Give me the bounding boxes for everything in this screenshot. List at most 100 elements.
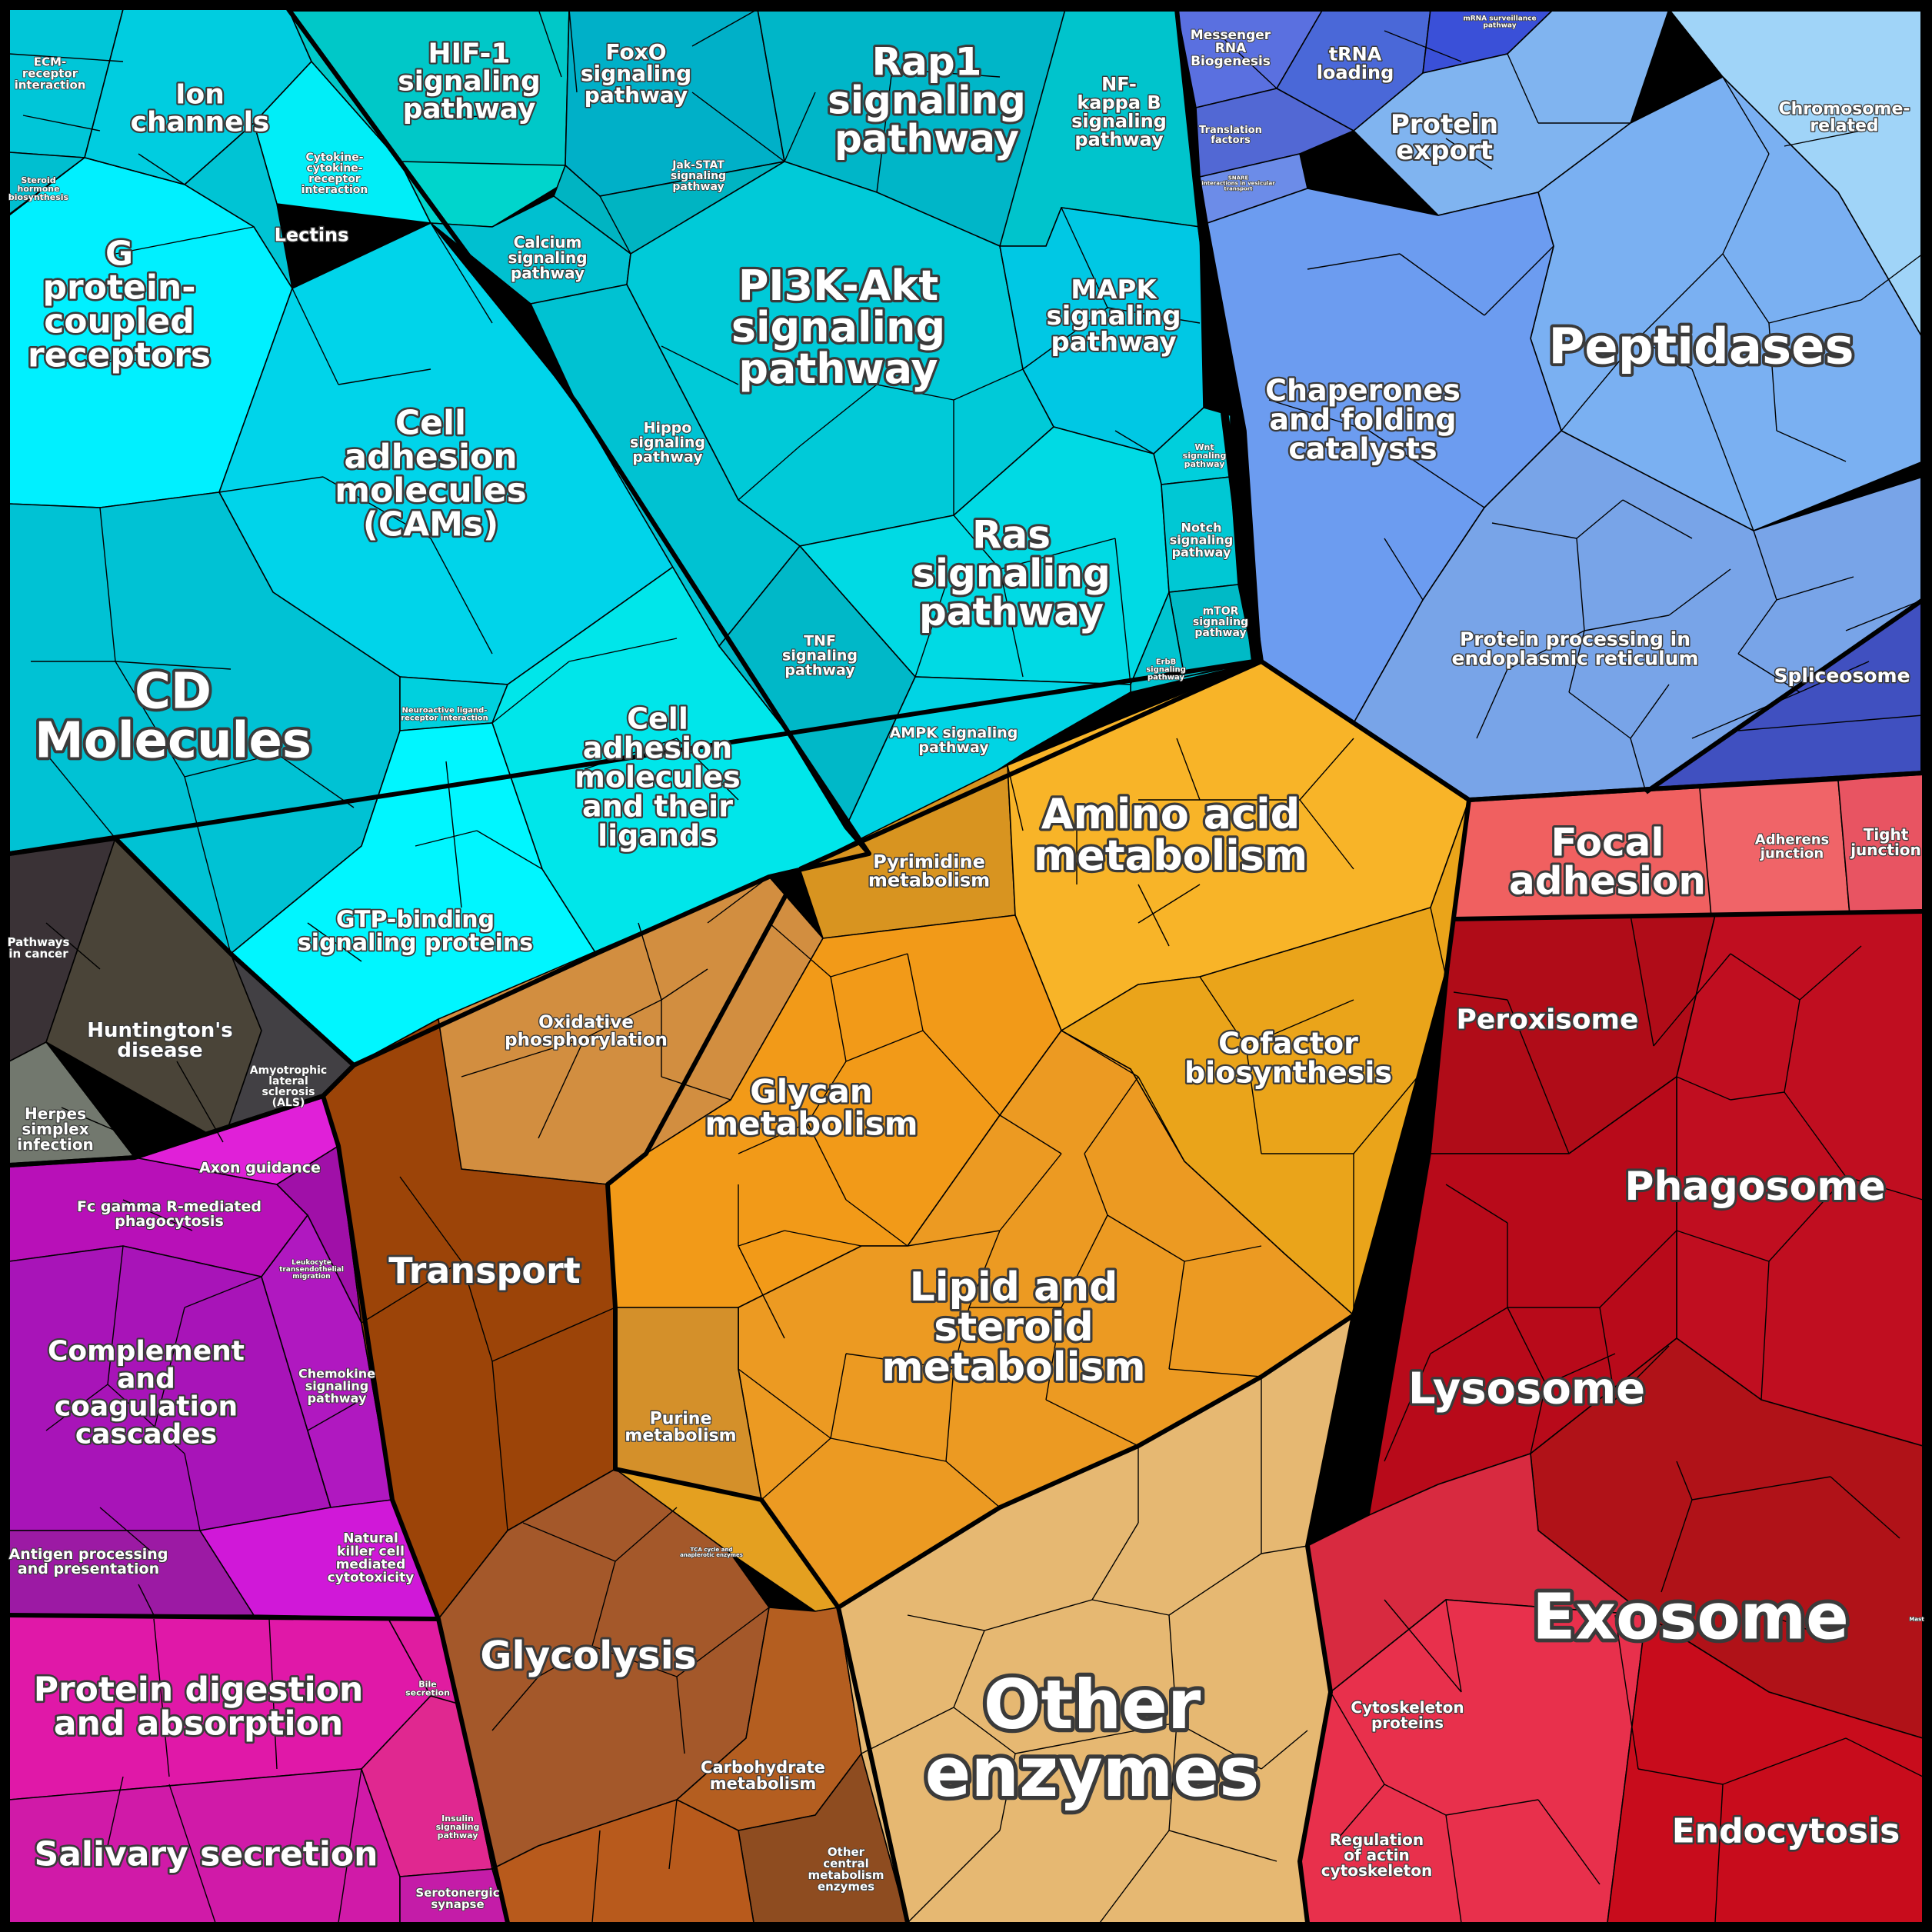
- label-line: Ion: [175, 79, 225, 111]
- label-spliceosome: Spliceosome: [1774, 665, 1910, 687]
- label-line: NF-: [1101, 73, 1137, 95]
- label-line: signaling: [508, 248, 587, 267]
- subcell-line: [953, 368, 1024, 401]
- subcell-line: [1561, 338, 1639, 431]
- subcell-line: [1176, 1722, 1262, 1770]
- subcell-line: [1184, 1245, 1262, 1262]
- label-line: Hippo: [644, 420, 692, 437]
- subcell-line: [914, 584, 947, 678]
- subcell-line: [1299, 738, 1354, 801]
- label-line: catalysts: [1288, 431, 1437, 465]
- label-lipid: Lipid and steroid metabolism: [881, 1264, 1145, 1391]
- subcell-line: [1691, 1476, 1831, 1501]
- label-line: Phagosome: [1624, 1164, 1885, 1210]
- subcell-line: [138, 1584, 155, 1616]
- subcell-line: [1430, 907, 1447, 978]
- label-line: enzymes: [818, 1880, 874, 1894]
- subcell-line: [738, 1368, 831, 1439]
- label-line: Salivary secretion: [35, 1834, 378, 1874]
- label-line: hormone: [17, 184, 59, 194]
- subcell-line: [830, 1353, 847, 1439]
- label-line: Serotonergic: [415, 1886, 499, 1900]
- label-line: mediated: [336, 1557, 406, 1572]
- label-ecm: ECM-receptor interaction: [15, 55, 86, 92]
- subcell-line: [84, 157, 185, 185]
- subcell-line: [584, 999, 662, 1039]
- subcell-line: [184, 753, 278, 778]
- subcell-line: [1637, 253, 1724, 339]
- subcell-line: [1630, 914, 1654, 1047]
- subcell-line: [184, 1276, 262, 1308]
- label-line: pathway: [738, 345, 938, 393]
- label-line: Messenger: [1191, 28, 1271, 43]
- label-line: signaling proteins: [298, 930, 533, 957]
- subcell-line: [1214, 30, 1277, 89]
- label-line: Tight: [1864, 825, 1909, 844]
- subcell-line: [1799, 945, 1862, 1001]
- label-snare: SNARE interactions in vesicular transport: [1201, 175, 1275, 192]
- subcell-line: [1753, 530, 1777, 601]
- subcell-line: [1138, 884, 1170, 947]
- subcell-line: [1138, 884, 1201, 924]
- label-er: Protein processing in endoplasmic reticul…: [1451, 628, 1698, 669]
- label-line: Neuroactive ligand-: [402, 707, 488, 715]
- label-mapk: MAPK signaling pathway: [1046, 275, 1181, 358]
- subcell-line: [1845, 1176, 1924, 1201]
- label-line: endoplasmic reticulum: [1451, 647, 1698, 669]
- subcell-line: [845, 1030, 924, 1062]
- label-complement: Complement and coagulation cascades: [48, 1336, 245, 1451]
- subcell-line: [784, 92, 816, 162]
- cell-transl: [1195, 88, 1355, 178]
- label-line: signaling: [1170, 533, 1233, 548]
- label-line: pathway: [1051, 327, 1176, 358]
- subcell-line: [861, 1707, 954, 1754]
- subcell-line: [799, 384, 878, 447]
- label-line: junction: [1850, 841, 1921, 859]
- subcell-line: [153, 1307, 185, 1431]
- subcell-line: [1330, 1691, 1385, 1785]
- subcell-line: [830, 953, 908, 978]
- subcell-line: [1476, 668, 1508, 739]
- subcell-line: [1245, 999, 1354, 1047]
- label-line: signaling: [305, 1379, 368, 1394]
- label-line: metabolism: [1034, 831, 1307, 880]
- label-line: disease: [117, 1039, 202, 1062]
- label-line: and: [117, 1364, 175, 1395]
- label-tnf: TNF signaling pathway: [782, 633, 858, 679]
- label-line: metabolism: [705, 1105, 918, 1143]
- label-mast: Mast: [1909, 1616, 1924, 1622]
- label-line: metabolism: [868, 869, 990, 891]
- region-border: [8, 1094, 324, 1168]
- subcell-line: [1768, 299, 1862, 324]
- label-line: Other: [828, 1845, 865, 1859]
- label-jak: Jak-STAT signaling pathway: [671, 159, 726, 193]
- subcell-line: [738, 1230, 785, 1247]
- label-line: pathway: [1194, 627, 1246, 639]
- subcell-line: [638, 922, 662, 1001]
- label-bile: Bile secretion: [405, 1679, 450, 1697]
- label-line: G: [105, 234, 133, 273]
- label-line: Other: [984, 1665, 1201, 1744]
- label-line: Jak-STAT: [671, 159, 724, 172]
- subcell-line: [8, 53, 124, 62]
- subcell-line: [1168, 1553, 1262, 1616]
- subcell-line: [876, 384, 954, 401]
- label-line: interaction: [301, 184, 368, 196]
- subcell-line: [1568, 691, 1631, 739]
- label-line: loading: [1317, 62, 1394, 83]
- label-line: and folding: [1269, 402, 1456, 436]
- region-border: [1453, 909, 1924, 921]
- label-antigen: Antigen processing and presentation: [9, 1546, 168, 1577]
- subcell-line: [907, 1614, 985, 1631]
- label-line: Lipid and: [910, 1264, 1118, 1311]
- label-line: Peptidases: [1548, 318, 1854, 375]
- subcell-line: [738, 1122, 808, 1154]
- label-line: signaling: [1193, 616, 1248, 628]
- subcell-line: [1507, 1307, 1547, 1385]
- subcell-line: [1299, 799, 1354, 870]
- subcell-line: [1545, 1353, 1616, 1385]
- subcell-line: [945, 1461, 1001, 1508]
- subcell-line: [1445, 1799, 1539, 1816]
